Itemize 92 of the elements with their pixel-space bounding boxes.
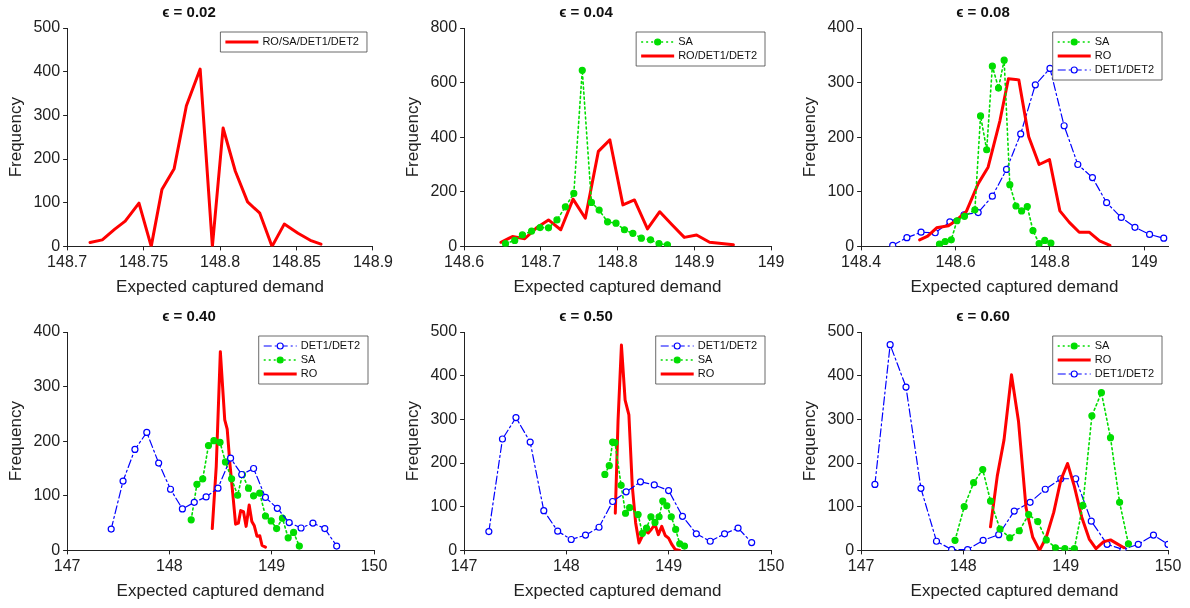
x-axis-title: Expected captured demand [116, 277, 324, 297]
x-tick-label: 150 [360, 557, 388, 575]
y-tick-label: 500 [33, 18, 61, 36]
y-axis-title: Frequency [5, 96, 25, 178]
x-axis-title: Expected captured demand [513, 277, 722, 297]
x-axis-title: Expected captured demand [910, 277, 1119, 297]
y-tick-label: 400 [430, 127, 458, 145]
x-tick-label: 150 [1154, 557, 1182, 575]
y-tick-label: 400 [430, 366, 458, 384]
y-tick-label: 0 [51, 236, 61, 254]
legend-label: SA [1094, 35, 1111, 48]
legend-label: SA [678, 35, 694, 48]
y-tick-label: 200 [430, 182, 458, 200]
y-tick-label: 0 [448, 236, 458, 254]
legend-label: SA [697, 353, 714, 366]
legend-label: DET1/DET2 [300, 339, 361, 352]
y-tick-label: 100 [827, 497, 855, 515]
y-tick-label: 200 [827, 127, 855, 145]
legend-label: RO [1094, 353, 1112, 366]
y-tick-label: 100 [33, 486, 61, 504]
x-tick-label: 149 [258, 557, 286, 575]
x-axis-title: Expected captured demand [116, 581, 325, 601]
x-tick-label: 149 [1052, 557, 1080, 575]
legend-label: RO [1094, 49, 1112, 62]
x-tick-label: 148.8 [200, 253, 241, 271]
y-tick-label: 400 [33, 322, 61, 340]
y-tick-label: 300 [827, 73, 855, 91]
y-axis-title: Frequency [402, 400, 422, 482]
y-tick-label: 200 [33, 149, 61, 167]
y-tick-label: 100 [33, 193, 61, 211]
legend-label: SA [300, 353, 317, 366]
x-axis-title: Expected captured demand [513, 581, 722, 601]
x-tick-label: 148.85 [272, 253, 322, 271]
chart-title: ϵ = 0.40 [162, 307, 216, 325]
x-tick-label: 148.75 [119, 253, 169, 271]
y-axis-title: Frequency [5, 400, 25, 482]
y-axis-title: Frequency [799, 400, 819, 482]
y-tick-label: 300 [430, 409, 458, 427]
x-tick-label: 147 [847, 557, 875, 575]
chart-title: ϵ = 0.50 [559, 307, 613, 325]
legend-label: DET1/DET2 [697, 339, 758, 352]
x-tick-label: 148.7 [520, 253, 561, 271]
x-tick-label: 147 [450, 557, 478, 575]
x-tick-label: 148.6 [444, 253, 485, 271]
y-tick-label: 400 [33, 62, 61, 80]
x-tick-label: 148 [156, 557, 183, 575]
x-tick-label: 147 [53, 557, 81, 575]
y-tick-label: 0 [845, 540, 855, 558]
y-tick-label: 400 [827, 366, 855, 384]
y-axis-title: Frequency [402, 96, 422, 178]
legend-label: RO [300, 367, 318, 380]
x-tick-label: 148.6 [935, 253, 976, 271]
y-tick-label: 400 [827, 18, 855, 36]
x-tick-label: 148 [553, 557, 580, 575]
chart-title: ϵ = 0.08 [956, 3, 1010, 21]
legend-label: RO/DET1/DET2 [678, 49, 758, 62]
x-tick-label: 148.8 [597, 253, 638, 271]
y-tick-label: 300 [827, 409, 855, 427]
y-tick-label: 500 [827, 322, 855, 340]
legend-label: RO/SA/DET1/DET2 [262, 35, 359, 48]
y-tick-label: 0 [845, 236, 855, 254]
legend-label: DET1/DET2 [1094, 367, 1155, 380]
x-tick-label: 150 [757, 557, 785, 575]
y-axis-title: Frequency [799, 96, 819, 178]
chart-title: ϵ = 0.04 [559, 3, 614, 21]
x-tick-label: 148 [950, 557, 977, 575]
y-tick-label: 200 [827, 453, 855, 471]
x-tick-label: 148.8 [1029, 253, 1071, 271]
y-tick-label: 0 [51, 540, 61, 558]
legend-label: RO [697, 367, 715, 380]
y-tick-label: 200 [430, 453, 458, 471]
x-tick-label: 149 [655, 557, 683, 575]
x-tick-label: 149 [757, 253, 785, 271]
chart-title: ϵ = 0.02 [162, 3, 216, 21]
x-tick-label: 148.4 [841, 253, 882, 271]
chart-title: ϵ = 0.60 [956, 307, 1010, 325]
y-tick-label: 100 [827, 182, 855, 200]
y-tick-label: 600 [430, 73, 458, 91]
y-tick-label: 300 [33, 105, 61, 123]
y-tick-label: 100 [430, 497, 458, 515]
x-tick-label: 148.9 [674, 253, 715, 271]
x-tick-label: 148.9 [352, 253, 394, 271]
y-tick-label: 0 [448, 540, 458, 558]
x-tick-label: 149 [1131, 253, 1158, 271]
x-axis-title: Expected captured demand [910, 581, 1119, 601]
legend-label: DET1/DET2 [1094, 63, 1155, 76]
y-tick-label: 300 [33, 377, 61, 395]
y-tick-label: 500 [430, 322, 458, 340]
y-tick-label: 200 [33, 431, 61, 449]
legend-label: SA [1094, 339, 1111, 352]
y-tick-label: 800 [430, 18, 458, 36]
x-tick-label: 148.7 [47, 253, 88, 271]
